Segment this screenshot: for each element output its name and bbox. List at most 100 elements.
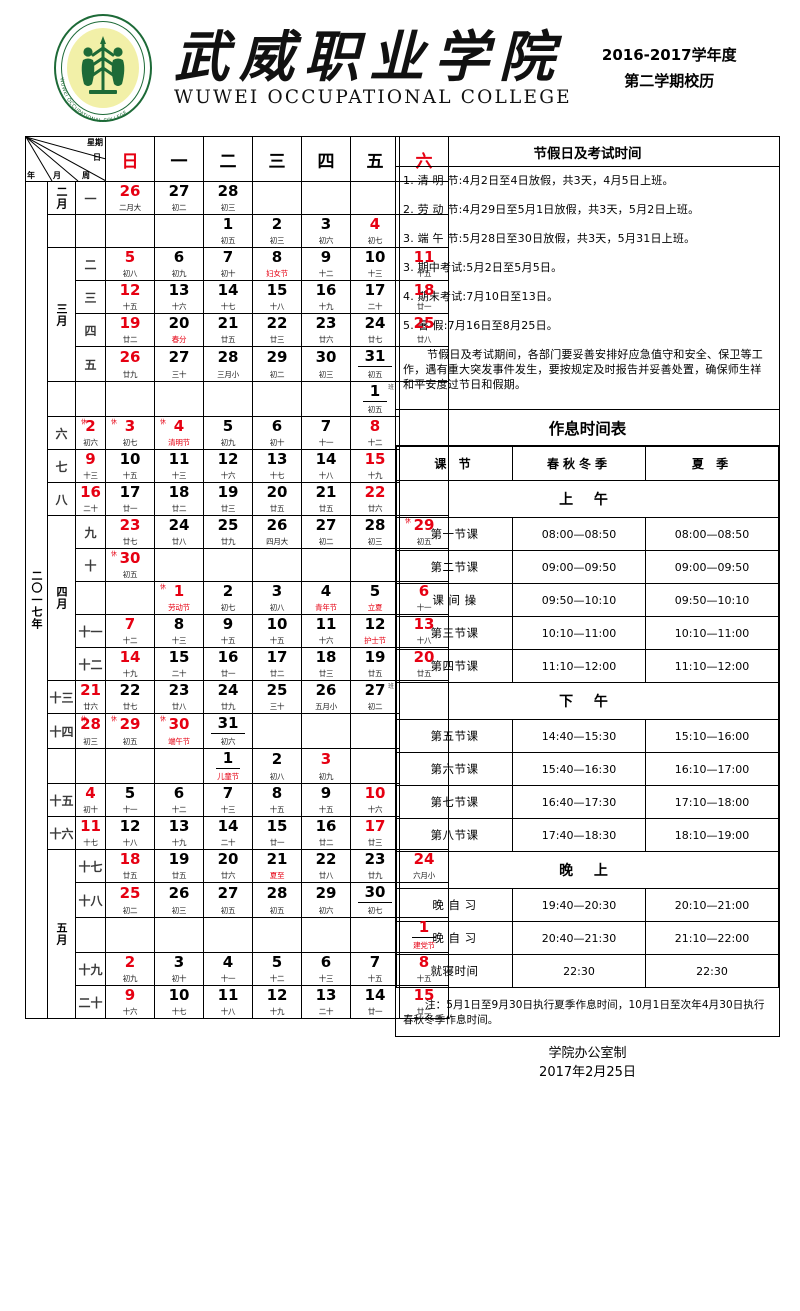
calendar-day-cell[interactable]: 18 bbox=[154, 482, 205, 501]
calendar-day-cell[interactable]: 8 bbox=[350, 416, 401, 435]
calendar-day-cell[interactable]: 13 bbox=[252, 449, 303, 468]
calendar-day-cell[interactable]: 休 29 bbox=[399, 515, 450, 534]
calendar-day-cell[interactable]: 3 bbox=[252, 581, 303, 600]
calendar-day-cell[interactable] bbox=[105, 214, 156, 233]
calendar-day-cell[interactable]: 22 bbox=[105, 680, 156, 699]
calendar-day-cell[interactable]: 12 bbox=[203, 449, 254, 468]
calendar-day-cell[interactable]: 10 bbox=[350, 783, 401, 802]
calendar-day-cell[interactable]: 12 bbox=[105, 816, 156, 835]
calendar-day-cell[interactable] bbox=[399, 548, 450, 567]
calendar-day-cell[interactable]: 27 bbox=[301, 515, 352, 534]
calendar-day-cell[interactable]: 13 bbox=[399, 614, 450, 633]
calendar-day-cell[interactable]: 8 bbox=[252, 783, 303, 802]
calendar-day-cell[interactable]: 15 bbox=[252, 816, 303, 835]
calendar-day-cell[interactable] bbox=[105, 748, 156, 769]
calendar-day-cell[interactable]: 25 bbox=[105, 882, 156, 903]
calendar-day-cell[interactable]: 31 bbox=[350, 346, 401, 367]
calendar-day-cell[interactable]: 6 bbox=[301, 952, 352, 971]
calendar-day-cell[interactable]: 2 bbox=[252, 214, 303, 233]
calendar-day-cell[interactable]: 班 27 bbox=[350, 680, 401, 699]
calendar-day-cell[interactable]: 5 bbox=[203, 416, 254, 435]
calendar-day-cell[interactable]: 19 bbox=[203, 482, 254, 501]
calendar-day-cell[interactable]: 14 bbox=[301, 449, 352, 468]
calendar-day-cell[interactable]: 16 bbox=[301, 280, 352, 299]
calendar-day-cell[interactable]: 27 bbox=[203, 882, 254, 903]
calendar-day-cell[interactable]: 16 bbox=[301, 816, 352, 835]
calendar-day-cell[interactable] bbox=[203, 917, 254, 938]
calendar-day-cell[interactable]: 10 bbox=[154, 985, 205, 1004]
calendar-day-cell[interactable] bbox=[105, 581, 156, 600]
calendar-day-cell[interactable] bbox=[350, 548, 401, 567]
calendar-day-cell[interactable]: 20 bbox=[252, 482, 303, 501]
calendar-day-cell[interactable]: 11 bbox=[74, 816, 107, 835]
calendar-day-cell[interactable]: 22 bbox=[350, 482, 401, 501]
calendar-day-cell[interactable]: 3 bbox=[301, 748, 352, 769]
calendar-day-cell[interactable]: 19 bbox=[350, 647, 401, 666]
calendar-day-cell[interactable]: 30 bbox=[350, 882, 401, 903]
calendar-day-cell[interactable]: 21 bbox=[203, 313, 254, 332]
calendar-day-cell[interactable] bbox=[154, 917, 205, 938]
calendar-day-cell[interactable] bbox=[399, 346, 450, 367]
calendar-day-cell[interactable]: 3 bbox=[154, 952, 205, 971]
calendar-day-cell[interactable]: 5 bbox=[105, 247, 156, 266]
calendar-day-cell[interactable]: 31 bbox=[203, 713, 254, 734]
calendar-day-cell[interactable]: 17 bbox=[350, 816, 401, 835]
calendar-day-cell[interactable] bbox=[301, 181, 352, 200]
calendar-day-cell[interactable]: 11 bbox=[154, 449, 205, 468]
calendar-day-cell[interactable]: 休 29 bbox=[105, 713, 156, 734]
calendar-day-cell[interactable]: 25 bbox=[203, 515, 254, 534]
calendar-day-cell[interactable]: 7 bbox=[203, 247, 254, 266]
calendar-day-cell[interactable]: 29 bbox=[301, 882, 352, 903]
calendar-day-cell[interactable]: 18 bbox=[399, 280, 450, 299]
calendar-day-cell[interactable]: 22 bbox=[252, 313, 303, 332]
calendar-day-cell[interactable] bbox=[154, 381, 205, 402]
calendar-day-cell[interactable]: 5 bbox=[105, 783, 156, 802]
calendar-day-cell[interactable] bbox=[105, 917, 156, 938]
calendar-day-cell[interactable]: 20 bbox=[154, 313, 205, 332]
calendar-day-cell[interactable]: 8 bbox=[399, 952, 450, 971]
calendar-day-cell[interactable]: 26 bbox=[301, 680, 352, 699]
calendar-day-cell[interactable]: 11 bbox=[399, 247, 450, 266]
calendar-day-cell[interactable] bbox=[350, 917, 401, 938]
calendar-day-cell[interactable]: 10 bbox=[252, 614, 303, 633]
calendar-day-cell[interactable]: 24 bbox=[399, 849, 450, 868]
calendar-day-cell[interactable]: 23 bbox=[350, 849, 401, 868]
calendar-day-cell[interactable]: 休 28 bbox=[74, 713, 107, 734]
calendar-day-cell[interactable]: 9 bbox=[301, 783, 352, 802]
calendar-day-cell[interactable]: 25 bbox=[252, 680, 303, 699]
calendar-day-cell[interactable] bbox=[154, 748, 205, 769]
calendar-day-cell[interactable] bbox=[252, 713, 303, 734]
calendar-day-cell[interactable]: 9 bbox=[74, 449, 107, 468]
calendar-day-cell[interactable]: 21 bbox=[252, 849, 303, 868]
calendar-day-cell[interactable]: 5 bbox=[350, 581, 401, 600]
calendar-day-cell[interactable]: 6 bbox=[154, 783, 205, 802]
calendar-day-cell[interactable]: 18 bbox=[105, 849, 156, 868]
calendar-day-cell[interactable]: 22 bbox=[301, 849, 352, 868]
calendar-day-cell[interactable]: 6 bbox=[252, 416, 303, 435]
calendar-day-cell[interactable]: 1 bbox=[203, 214, 254, 233]
calendar-day-cell[interactable]: 20 bbox=[399, 647, 450, 666]
calendar-day-cell[interactable]: 7 bbox=[301, 416, 352, 435]
calendar-day-cell[interactable]: 7 bbox=[350, 952, 401, 971]
calendar-day-cell[interactable]: 1 bbox=[399, 917, 450, 938]
calendar-day-cell[interactable]: 12 bbox=[252, 985, 303, 1004]
calendar-day-cell[interactable]: 28 bbox=[203, 346, 254, 367]
calendar-day-cell[interactable]: 10 bbox=[350, 247, 401, 266]
calendar-day-cell[interactable] bbox=[350, 713, 401, 734]
calendar-day-cell[interactable]: 12 bbox=[105, 280, 156, 299]
calendar-day-cell[interactable] bbox=[301, 381, 352, 402]
calendar-day-cell[interactable] bbox=[350, 748, 401, 769]
calendar-day-cell[interactable]: 12 bbox=[350, 614, 401, 633]
calendar-day-cell[interactable]: 27 bbox=[154, 346, 205, 367]
calendar-day-cell[interactable]: 14 bbox=[203, 816, 254, 835]
calendar-day-cell[interactable] bbox=[301, 548, 352, 567]
calendar-day-cell[interactable] bbox=[252, 548, 303, 567]
calendar-day-cell[interactable]: 14 bbox=[105, 647, 156, 666]
calendar-day-cell[interactable]: 9 bbox=[203, 614, 254, 633]
calendar-day-cell[interactable]: 15 bbox=[350, 449, 401, 468]
calendar-day-cell[interactable] bbox=[252, 381, 303, 402]
calendar-day-cell[interactable]: 6 bbox=[399, 581, 450, 600]
